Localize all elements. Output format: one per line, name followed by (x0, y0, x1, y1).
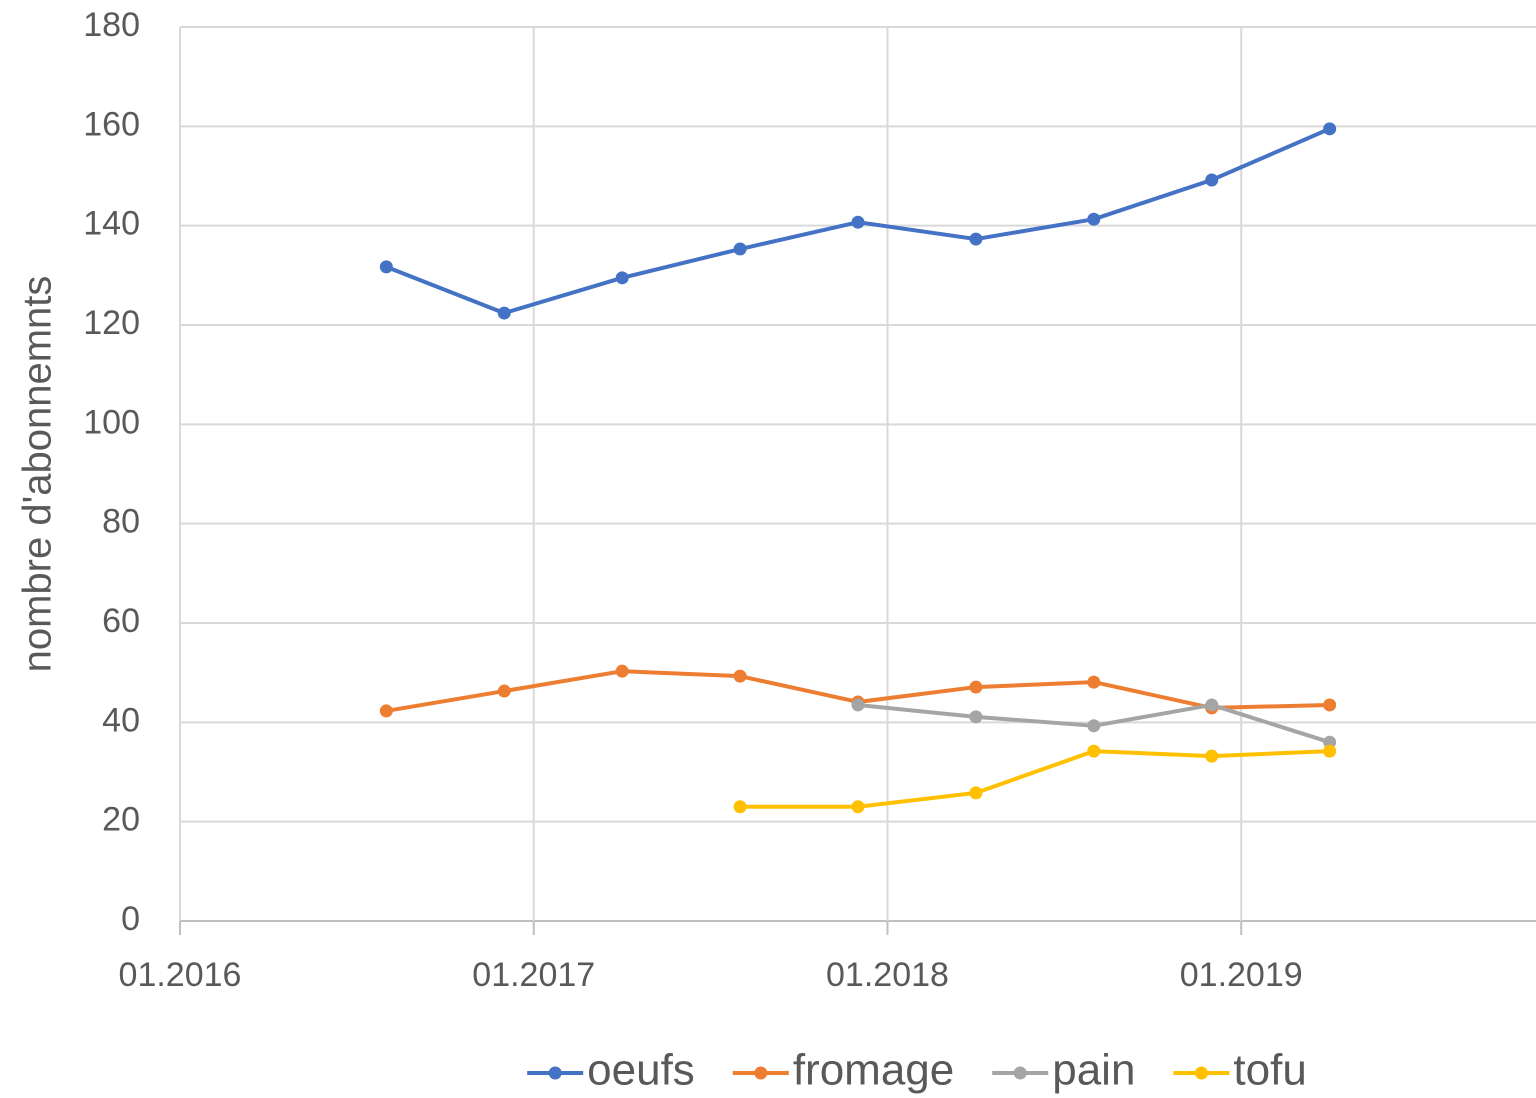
x-tick-label: 01.2019 (1180, 956, 1303, 994)
legend-marker (548, 1066, 562, 1080)
legend-label: oeufs (587, 1046, 695, 1095)
x-tick-label: 01.2018 (826, 956, 949, 994)
data-point (969, 786, 983, 800)
legend-marker (1194, 1066, 1208, 1080)
legend-marker (1013, 1066, 1027, 1080)
y-tick-label: 120 (83, 304, 140, 342)
data-point (733, 800, 747, 814)
data-point (1323, 735, 1337, 749)
y-tick-label: 80 (102, 503, 140, 541)
y-tick-label: 180 (83, 6, 140, 44)
data-point (1323, 698, 1337, 712)
legend-marker (754, 1066, 768, 1080)
data-point (969, 710, 983, 724)
y-tick-label: 160 (83, 105, 140, 143)
data-point (851, 215, 865, 229)
data-point (497, 306, 511, 320)
data-point (1087, 719, 1101, 733)
x-tick-label: 01.2017 (472, 956, 595, 994)
data-point (379, 260, 393, 274)
data-point (851, 698, 865, 712)
y-tick-label: 0 (121, 900, 140, 938)
legend-label: tofu (1233, 1046, 1306, 1095)
data-point (1205, 173, 1219, 187)
y-tick-label: 40 (102, 701, 140, 739)
y-tick-label: 60 (102, 602, 140, 640)
y-tick-label: 20 (102, 801, 140, 839)
y-axis-title: nombre d'abonnemnts (16, 276, 60, 673)
x-tick-label: 01.2016 (119, 956, 242, 994)
data-point (615, 664, 629, 678)
data-point (497, 684, 511, 698)
data-point (379, 704, 393, 718)
data-point (733, 242, 747, 256)
data-point (1087, 675, 1101, 689)
data-point (969, 232, 983, 246)
data-point (969, 680, 983, 694)
legend-label: pain (1052, 1046, 1135, 1095)
legend-label: fromage (793, 1046, 954, 1095)
data-point (1087, 212, 1101, 226)
data-point (615, 271, 629, 285)
data-point (1323, 744, 1337, 758)
series-line (740, 749, 1330, 809)
data-point (1205, 749, 1219, 763)
data-point (1205, 698, 1219, 712)
data-point (1087, 744, 1101, 758)
data-point (851, 800, 865, 814)
y-tick-label: 100 (83, 403, 140, 441)
data-point (733, 669, 747, 683)
data-point (1323, 122, 1337, 136)
y-tick-label: 140 (83, 205, 140, 243)
